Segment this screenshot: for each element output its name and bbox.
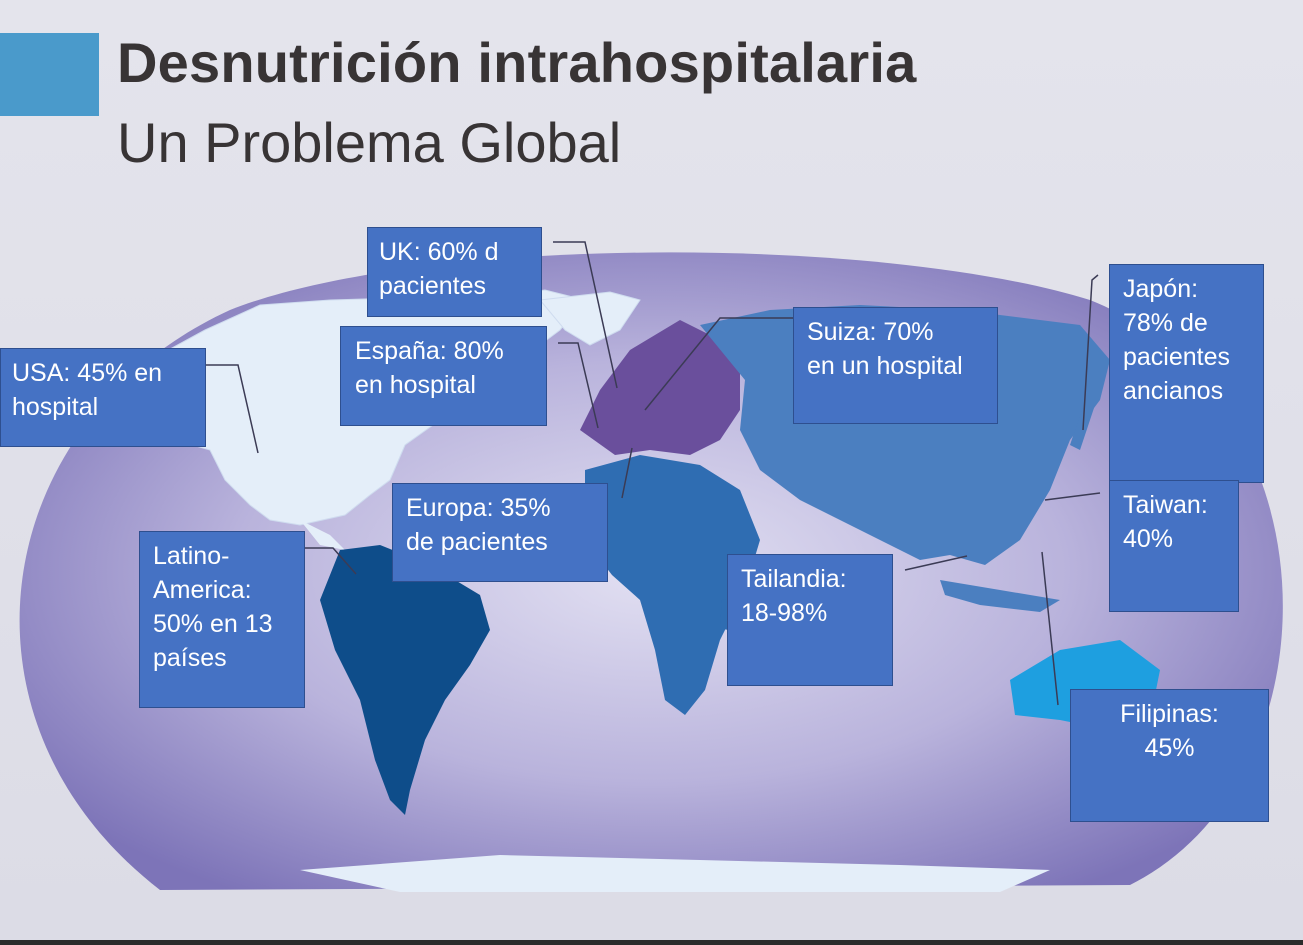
callout-latam-line1: Latino- [153,542,230,570]
usa-connector [205,364,259,454]
accent-square [0,33,99,116]
antarctica [300,855,1050,892]
europe [580,320,740,455]
callout-filipinas-line2: 45% [1144,734,1195,762]
tailandia-connector [904,555,968,571]
callout-suiza-line1: Suiza: 70% [807,318,934,346]
callout-taiwan-line2: 40% [1123,525,1174,553]
callout-suiza: Suiza: 70% en un hospital [793,307,998,424]
connector-lines [205,241,1101,706]
callout-tailandia: Tailandia: 18-98% [727,554,893,686]
callout-usa-line1: USA: 45% en [12,359,163,387]
uk-connector [553,241,618,389]
filipinas-connector [1041,551,1059,706]
callout-japon: Japón: 78% de pacientes ancianos [1109,264,1264,483]
callout-taiwan: Taiwan: 40% [1109,480,1239,612]
callout-latam-line2: America: [153,576,252,604]
latam-connector [305,547,357,575]
callout-filipinas-line1: Filipinas: [1120,700,1219,728]
taiwan-connector [1044,492,1101,501]
bottom-rule [0,940,1303,945]
callout-uk: UK: 60% d pacientes [367,227,542,317]
callout-japon-line2: 78% de [1123,309,1208,337]
callout-usa-line2: hospital [12,393,99,421]
callout-japon-line4: ancianos [1123,377,1224,405]
suiza-connector [644,317,793,411]
callout-usa: USA: 45% en hospital [0,348,206,447]
slide-title: Desnutrición intrahospitalaria [117,31,917,94]
callout-taiwan-line1: Taiwan: [1123,491,1208,519]
slide-subtitle: Un Problema Global [117,111,622,174]
callout-suiza-line2: en un hospital [807,352,963,380]
callout-japon-line3: pacientes [1123,343,1231,371]
callout-uk-line2: pacientes [379,272,487,300]
callout-tailandia-line1: Tailandia: [741,565,847,593]
indonesia [940,580,1060,612]
callout-latam-line3: 50% en 13 [153,610,273,638]
callout-latam-line4: países [153,644,227,672]
callout-europa: Europa: 35% de pacientes [392,483,608,582]
japon-connector [1082,274,1099,431]
japan [1070,400,1095,450]
callout-uk-line1: UK: 60% d [379,238,499,266]
espana-connector [558,342,599,429]
africa [585,455,760,715]
south-america [320,545,490,815]
callout-espana: España: 80% en hospital [340,326,547,426]
greenland [539,291,641,346]
callout-espana-line2: en hospital [355,371,476,399]
callout-filipinas: Filipinas: 45% [1070,689,1269,822]
europa-connector [621,447,633,499]
callout-espana-line1: España: 80% [355,337,504,365]
callout-tailandia-line2: 18-98% [741,599,828,627]
callout-europa-line1: Europa: 35% [406,494,551,522]
callout-japon-line1: Japón: [1123,275,1199,303]
central-america [300,520,345,550]
callout-europa-line2: de pacientes [406,528,548,556]
callout-latam: Latino- America: 50% en 13 países [139,531,305,708]
